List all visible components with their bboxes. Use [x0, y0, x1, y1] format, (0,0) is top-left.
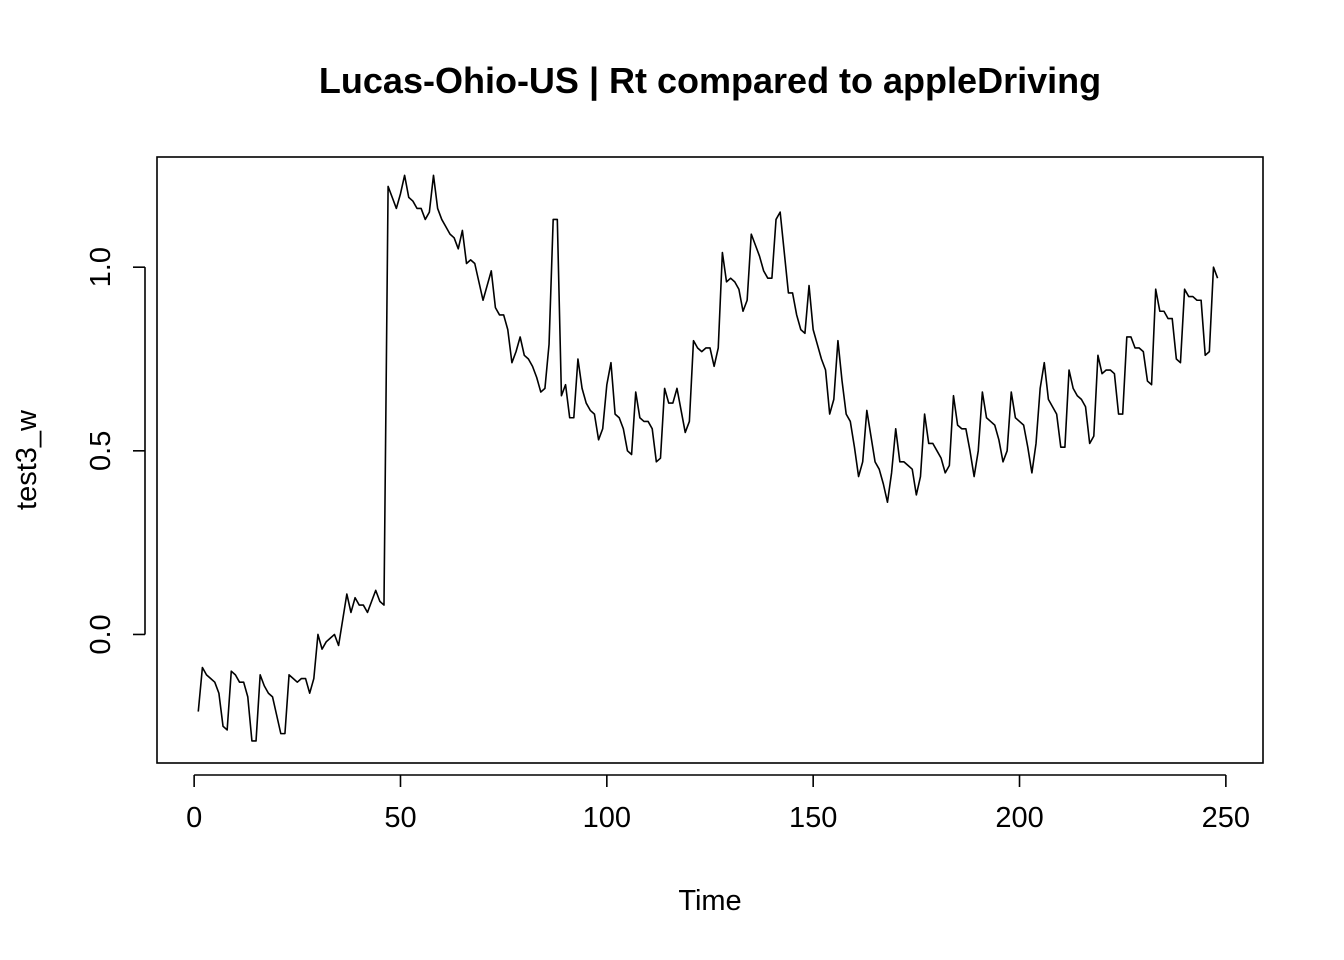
x-tick-label: 100 [583, 802, 631, 834]
plot-frame [156, 156, 1264, 764]
x-tick-label: 0 [186, 802, 202, 834]
x-axis: 0 50 100 150 200 250 [186, 774, 1250, 834]
y-tick-label: 0.5 [85, 431, 117, 471]
y-tick-label: 1.0 [85, 247, 117, 287]
x-axis-label: Time [678, 885, 741, 917]
series-line [197, 174, 1219, 742]
chart-title: Lucas-Ohio-US | Rt compared to appleDriv… [319, 60, 1101, 102]
x-tick-label: 150 [789, 802, 837, 834]
x-tick-label: 200 [995, 802, 1043, 834]
x-tick-label: 50 [384, 802, 416, 834]
x-tick-label: 250 [1202, 802, 1250, 834]
y-axis-label: test3_w [11, 409, 43, 510]
y-axis: 0.0 0.5 1.0 [85, 247, 146, 655]
y-tick-label: 0.0 [85, 614, 117, 654]
